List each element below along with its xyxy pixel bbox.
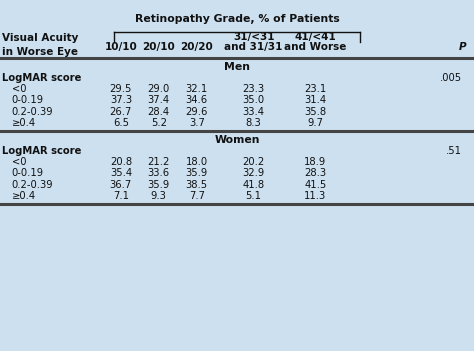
Text: 35.8: 35.8 xyxy=(304,107,326,117)
Text: 35.9: 35.9 xyxy=(148,180,170,190)
Text: 0-0.19: 0-0.19 xyxy=(12,95,44,105)
Text: 36.7: 36.7 xyxy=(110,180,132,190)
Text: and 31/31: and 31/31 xyxy=(224,42,283,52)
Text: 41.8: 41.8 xyxy=(243,180,264,190)
Text: 41/<41: 41/<41 xyxy=(294,32,336,42)
Text: ≥0.4: ≥0.4 xyxy=(12,118,36,128)
Text: 18.9: 18.9 xyxy=(304,157,326,167)
Text: 29.6: 29.6 xyxy=(185,107,208,117)
Text: LogMAR score: LogMAR score xyxy=(2,146,82,156)
Text: 35.9: 35.9 xyxy=(186,168,208,178)
Text: 5.2: 5.2 xyxy=(151,118,167,128)
Text: 28.3: 28.3 xyxy=(304,168,326,178)
Text: 41.5: 41.5 xyxy=(304,180,326,190)
Text: 6.5: 6.5 xyxy=(113,118,129,128)
Text: 20.2: 20.2 xyxy=(243,157,264,167)
Text: in Worse Eye: in Worse Eye xyxy=(2,47,78,57)
Text: 29.0: 29.0 xyxy=(148,84,170,94)
Text: 18.0: 18.0 xyxy=(186,157,208,167)
Text: 9.3: 9.3 xyxy=(151,191,167,201)
Text: 0.2-0.39: 0.2-0.39 xyxy=(12,107,54,117)
Text: 0-0.19: 0-0.19 xyxy=(12,168,44,178)
Text: 5.1: 5.1 xyxy=(246,191,262,201)
Text: 8.3: 8.3 xyxy=(246,118,262,128)
Text: 3.7: 3.7 xyxy=(189,118,205,128)
Text: 9.7: 9.7 xyxy=(307,118,323,128)
Text: and Worse: and Worse xyxy=(284,42,346,52)
Text: 10/10: 10/10 xyxy=(104,42,137,52)
Text: 7.1: 7.1 xyxy=(113,191,129,201)
Text: Retinopathy Grade, % of Patients: Retinopathy Grade, % of Patients xyxy=(135,14,339,24)
Text: <0: <0 xyxy=(12,157,27,167)
Text: Visual Acuity: Visual Acuity xyxy=(2,33,79,43)
Text: 26.7: 26.7 xyxy=(109,107,132,117)
Text: .005: .005 xyxy=(440,73,462,83)
Text: 31/<31: 31/<31 xyxy=(233,32,274,42)
Text: ≥0.4: ≥0.4 xyxy=(12,191,36,201)
Text: 0.2-0.39: 0.2-0.39 xyxy=(12,180,54,190)
Text: Women: Women xyxy=(214,135,260,145)
Text: 33.4: 33.4 xyxy=(243,107,264,117)
Text: 35.0: 35.0 xyxy=(243,95,264,105)
Text: 34.6: 34.6 xyxy=(186,95,208,105)
Text: 32.9: 32.9 xyxy=(243,168,264,178)
Text: <0: <0 xyxy=(12,84,27,94)
Text: 33.6: 33.6 xyxy=(148,168,170,178)
Text: 28.4: 28.4 xyxy=(148,107,170,117)
Text: 23.3: 23.3 xyxy=(243,84,264,94)
Text: 37.4: 37.4 xyxy=(148,95,170,105)
Text: 20/20: 20/20 xyxy=(180,42,213,52)
Text: 31.4: 31.4 xyxy=(304,95,326,105)
Text: 32.1: 32.1 xyxy=(186,84,208,94)
Text: 29.5: 29.5 xyxy=(109,84,132,94)
Text: 37.3: 37.3 xyxy=(110,95,132,105)
Text: Men: Men xyxy=(224,62,250,72)
Text: 35.4: 35.4 xyxy=(110,168,132,178)
Text: 7.7: 7.7 xyxy=(189,191,205,201)
Text: 23.1: 23.1 xyxy=(304,84,326,94)
Text: P: P xyxy=(458,42,466,52)
Text: 20/10: 20/10 xyxy=(142,42,175,52)
Text: 21.2: 21.2 xyxy=(147,157,170,167)
Text: 20.8: 20.8 xyxy=(110,157,132,167)
Text: LogMAR score: LogMAR score xyxy=(2,73,82,83)
Text: 11.3: 11.3 xyxy=(304,191,326,201)
Text: 38.5: 38.5 xyxy=(186,180,208,190)
Text: .51: .51 xyxy=(446,146,462,156)
